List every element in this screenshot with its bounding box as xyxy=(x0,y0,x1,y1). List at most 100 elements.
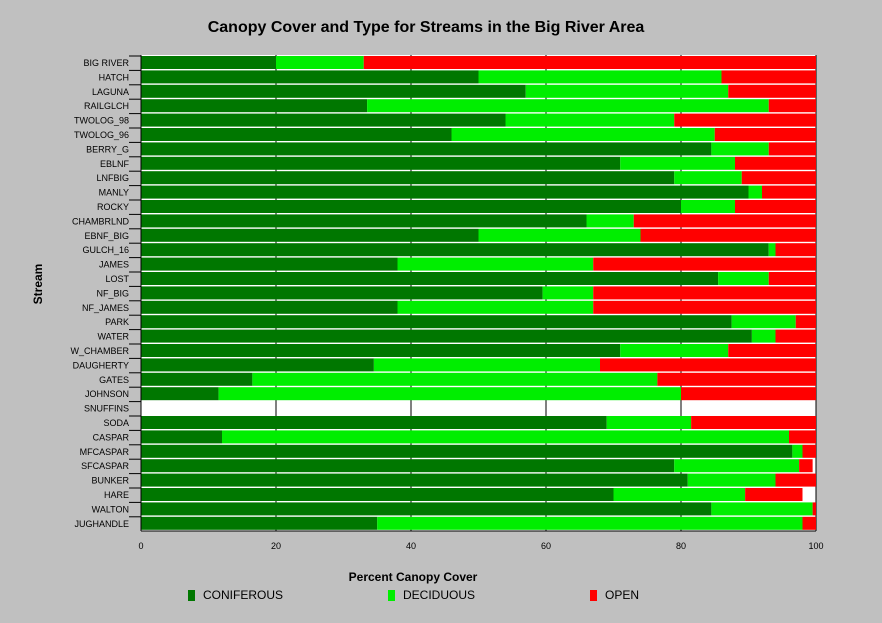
bar-open-manly xyxy=(762,185,816,199)
y-tick-label: DAUGHERTY xyxy=(73,360,129,370)
bar-coniferous-nf-james xyxy=(141,300,398,314)
bar-open-w-chamber xyxy=(728,344,816,357)
bar-coniferous-gulch-16 xyxy=(141,243,769,257)
y-tick-label: EBNF_BIG xyxy=(84,231,129,241)
bar-coniferous-hare xyxy=(141,488,614,501)
legend-swatch-coniferous xyxy=(188,589,195,601)
bar-coniferous-eblnf xyxy=(141,156,621,170)
bar-deciduous-jughandle xyxy=(377,516,803,530)
bar-open-sfcaspar xyxy=(799,459,813,473)
y-tick-label: JUGHANDLE xyxy=(74,519,129,529)
bar-open-hare xyxy=(745,488,803,501)
bar-deciduous-johnson xyxy=(218,387,681,401)
bar-open-gulch-16 xyxy=(775,243,816,257)
bar-open-mfcaspar xyxy=(802,444,816,458)
bar-deciduous-laguna xyxy=(525,84,729,98)
bar-open-rocky xyxy=(735,200,816,213)
bar-deciduous-nf-james xyxy=(397,300,594,314)
bar-deciduous-walton xyxy=(711,502,813,516)
bar-deciduous-lost xyxy=(718,272,769,285)
axes: 0 20 40 60 80 100 BIG RIVER HATCH LAGUNA RAILGLCH… xyxy=(70,55,824,551)
bar-deciduous-railglch xyxy=(367,99,769,113)
bar-open-twolog-98 xyxy=(674,113,816,127)
y-tick-label: LOST xyxy=(105,274,129,284)
y-tick-label: ROCKY xyxy=(97,202,129,212)
bar-deciduous-daugherty xyxy=(373,358,600,372)
bar-coniferous-james xyxy=(141,257,398,271)
y-tick-label: NF_BIG xyxy=(96,288,129,298)
bar-deciduous-lnfbig xyxy=(674,171,742,185)
x-tick-label: 40 xyxy=(406,541,416,551)
bar-open-railglch xyxy=(768,99,816,113)
bar-coniferous-jughandle xyxy=(141,516,378,530)
bar-deciduous-ebnf-big xyxy=(478,228,641,242)
y-tick-label: NF_JAMES xyxy=(82,303,129,313)
bar-coniferous-bunker xyxy=(141,473,688,487)
bar-deciduous-big-river xyxy=(276,56,364,69)
y-tick-label: GULCH_16 xyxy=(82,245,129,255)
bar-open-walton xyxy=(812,502,816,516)
y-tick-label: WATER xyxy=(98,332,130,342)
y-tick-label: PARK xyxy=(105,317,129,327)
bar-deciduous-nf-big xyxy=(542,286,594,300)
legend-swatch-deciduous xyxy=(388,589,395,601)
bar-deciduous-caspar xyxy=(222,430,789,444)
bar-deciduous-bunker xyxy=(687,473,776,487)
bar-coniferous-water xyxy=(141,329,752,343)
bar-deciduous-mfcaspar xyxy=(792,444,803,458)
bar-coniferous-hatch xyxy=(141,70,479,84)
bar-open-big-river xyxy=(363,56,816,69)
bar-open-soda xyxy=(691,416,816,429)
bar-deciduous-soda xyxy=(606,416,692,429)
legend-label-coniferous: CONIFEROUS xyxy=(203,588,284,602)
bar-coniferous-walton xyxy=(141,502,712,516)
y-tick-label: SNUFFINS xyxy=(84,404,129,414)
y-tick-label: CHAMBRLND xyxy=(72,216,130,226)
legend-label-open: OPEN xyxy=(605,588,640,602)
y-tick-label: BERRY_G xyxy=(86,144,129,154)
bar-coniferous-sfcaspar xyxy=(141,459,675,473)
y-tick-label: JAMES xyxy=(99,260,129,270)
y-tick-label: CASPAR xyxy=(93,432,130,442)
y-tick-label: JOHNSON xyxy=(85,389,129,399)
y-tick-label: SODA xyxy=(103,418,129,428)
bar-coniferous-nf-big xyxy=(141,286,543,300)
bar-deciduous-sfcaspar xyxy=(674,459,800,473)
bar-open-nf-james xyxy=(593,300,816,314)
bar-coniferous-rocky xyxy=(141,200,681,213)
bar-open-daugherty xyxy=(600,358,816,372)
bar-coniferous-w-chamber xyxy=(141,344,621,357)
bar-open-gates xyxy=(657,372,816,386)
y-tick-label: EBLNF xyxy=(100,159,130,169)
bar-open-nf-big xyxy=(593,286,816,300)
bar-open-laguna xyxy=(728,84,816,98)
bar-coniferous-laguna xyxy=(141,84,526,98)
bar-open-twolog-96 xyxy=(714,128,816,141)
bar-open-lost xyxy=(768,272,816,285)
bar-deciduous-twolog-98 xyxy=(505,113,675,127)
bar-open-chambrlnd xyxy=(633,214,816,228)
x-axis-label: Percent Canopy Cover xyxy=(348,570,478,584)
y-tick-label: TWOLOG_98 xyxy=(74,116,129,126)
y-tick-label: GATES xyxy=(99,375,129,385)
bar-coniferous-soda xyxy=(141,416,607,429)
x-tick-label: 0 xyxy=(138,541,143,551)
legend-label-deciduous: DECIDUOUS xyxy=(403,588,476,602)
x-tick-label: 60 xyxy=(541,541,551,551)
bar-coniferous-manly xyxy=(141,185,749,199)
bar-coniferous-twolog-98 xyxy=(141,113,506,127)
bar-open-jughandle xyxy=(802,516,816,530)
x-tick-label: 80 xyxy=(676,541,686,551)
bar-deciduous-w-chamber xyxy=(620,344,729,357)
bar-coniferous-gates xyxy=(141,372,253,386)
bar-open-water xyxy=(775,329,816,343)
bar-deciduous-park xyxy=(731,315,796,329)
bar-deciduous-chambrlnd xyxy=(586,214,634,228)
y-tick-label: MANLY xyxy=(99,188,129,198)
y-tick-label: BIG RIVER xyxy=(83,58,129,68)
chart-title: Canopy Cover and Type for Streams in the… xyxy=(207,19,645,36)
y-tick-label: WALTON xyxy=(92,504,129,514)
bar-open-johnson xyxy=(681,387,816,401)
bar-coniferous-lnfbig xyxy=(141,171,675,185)
bar-coniferous-caspar xyxy=(141,430,222,444)
